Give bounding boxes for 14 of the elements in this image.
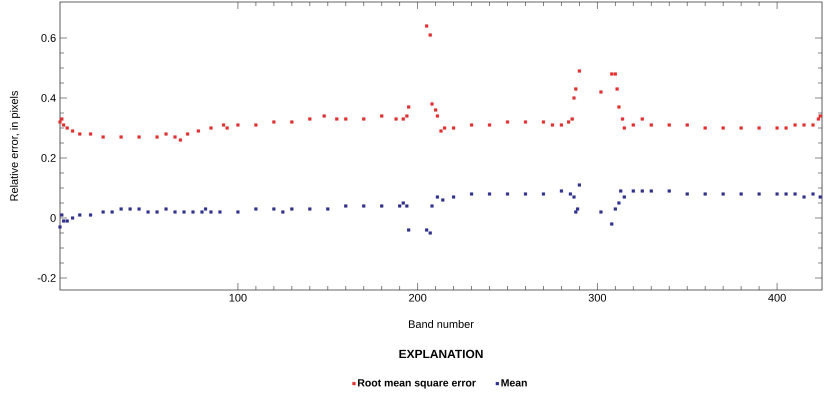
legend-label: Root mean square error	[358, 379, 476, 389]
legend-label: Mean	[501, 379, 527, 386]
y-tick-label: 0.4	[41, 94, 56, 102]
legend-title: EXPLANATION	[399, 350, 483, 358]
y-tick-label: 0.2	[41, 154, 56, 162]
x-tick-label: 300	[588, 294, 606, 302]
y-tick-label: -0.2	[38, 274, 56, 282]
y-tick-label: 0.6	[41, 34, 56, 42]
x-axis-title: Band number	[409, 320, 474, 328]
x-tick-label: 100	[230, 294, 247, 302]
y-axis-title: Relative error, in pixels	[10, 91, 20, 201]
x-tick-label: 200	[409, 294, 426, 302]
x-tick-label: 400	[768, 294, 786, 302]
y-tick-label: 0	[50, 214, 56, 222]
